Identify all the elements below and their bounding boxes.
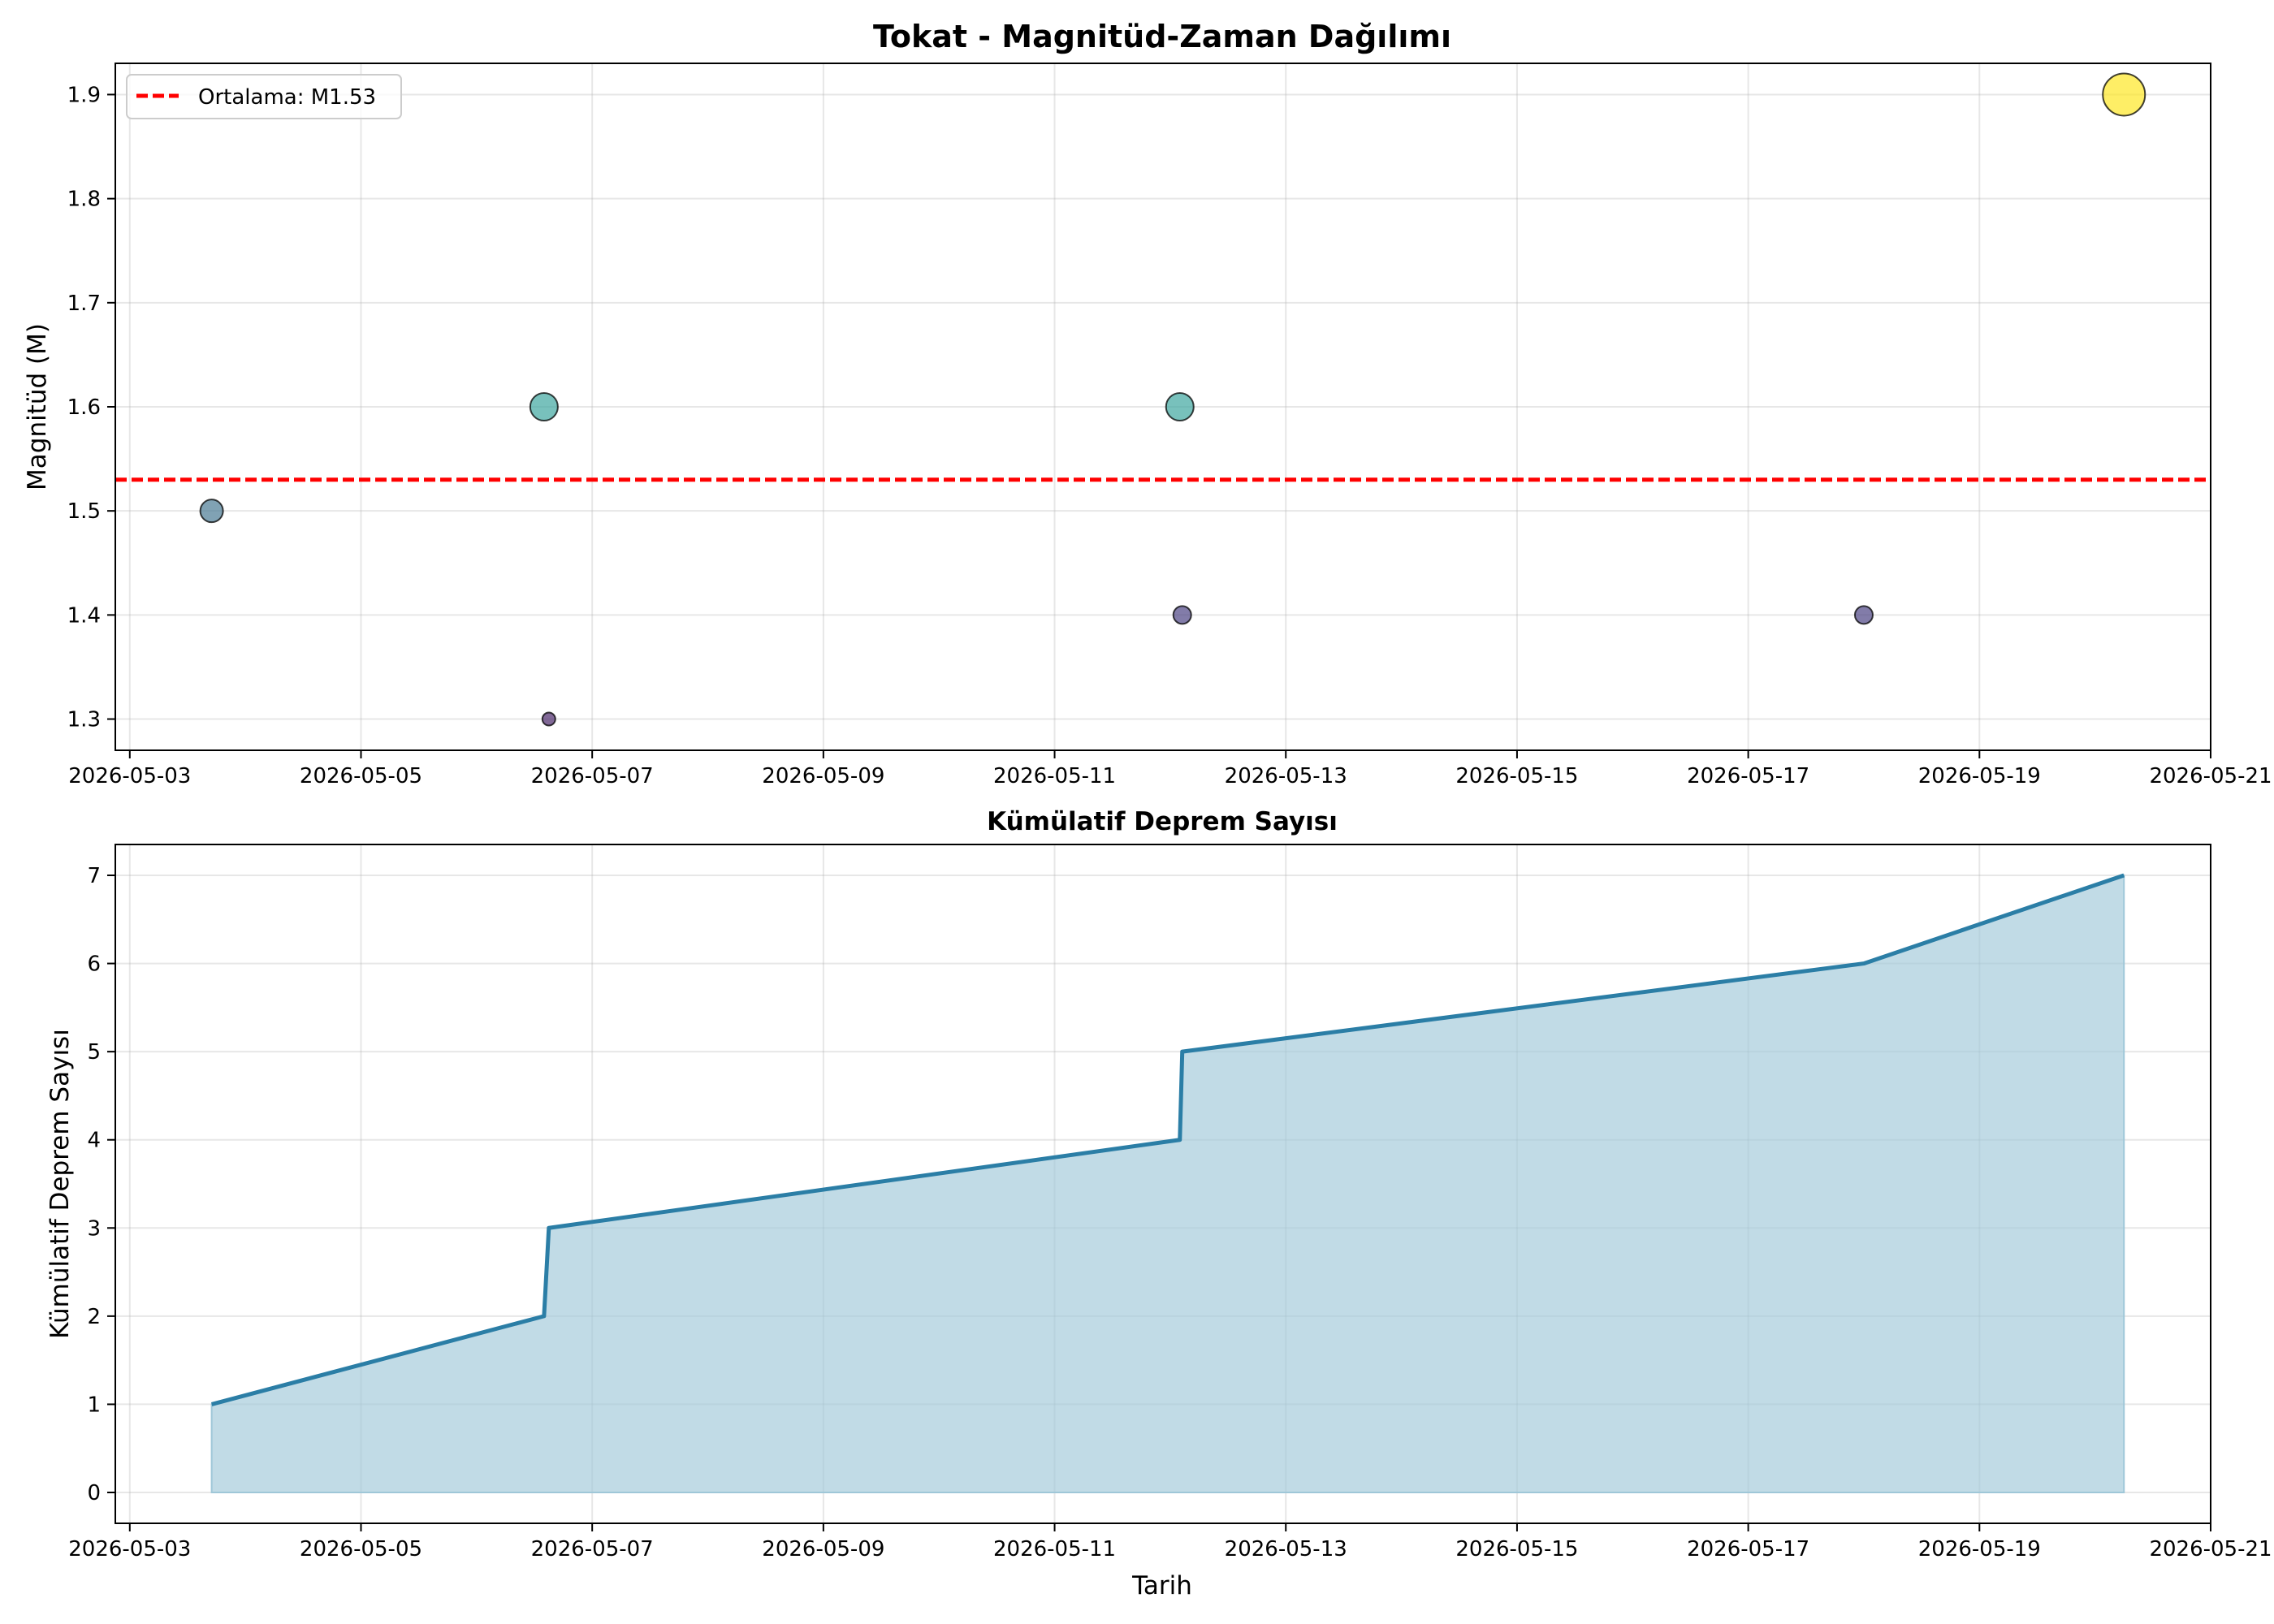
y-tick-label: 7	[87, 864, 101, 888]
scatter-point	[529, 392, 559, 421]
x-tick-label: 2026-05-15	[1455, 764, 1578, 788]
x-tick-label: 2026-05-19	[1918, 1537, 2041, 1561]
x-tick-label: 2026-05-05	[300, 1537, 422, 1561]
magnitude-time-panel: Tokat - Magnitüd-Zaman Dağılımı 2026-05-…	[23, 19, 2272, 788]
y-tick-label: 5	[87, 1040, 101, 1065]
x-tick-label: 2026-05-05	[300, 764, 422, 788]
scatter-points	[199, 72, 2146, 727]
y-tick-label: 1.6	[67, 395, 101, 420]
x-tick-label: 2026-05-17	[1687, 764, 1809, 788]
cumulative-area	[210, 873, 2125, 1493]
y-tick-label: 1.9	[67, 83, 101, 107]
cumulative-count-panel: Kümülatif Deprem Sayısı 2026-05-03 2026-0…	[45, 807, 2272, 1600]
x-tick-label: 2026-05-17	[1687, 1537, 1809, 1561]
y-tick-label: 1.4	[67, 603, 101, 628]
y-tick-label: 2	[87, 1305, 101, 1329]
chart-title: Tokat - Magnitüd-Zaman Dağılımı	[873, 19, 1451, 54]
scatter-point	[1172, 605, 1192, 625]
x-tick-label: 2026-05-15	[1455, 1537, 1578, 1561]
scatter-point	[1853, 605, 1874, 625]
x-tick-label: 2026-05-11	[993, 764, 1116, 788]
grid	[115, 63, 2211, 750]
y-tick-label: 1	[87, 1393, 101, 1417]
y-tick-label: 6	[87, 952, 101, 977]
x-tick-label: 2026-05-21	[2149, 1537, 2272, 1561]
scatter-point	[2102, 72, 2146, 117]
y-tick-label: 1.7	[67, 292, 101, 316]
y-tick-label: 1.8	[67, 188, 101, 212]
series-line	[210, 873, 2125, 1406]
x-tick-label: 2026-05-09	[762, 764, 884, 788]
x-tick-label: 2026-05-09	[762, 1537, 884, 1561]
x-tick-label: 2026-05-21	[2149, 764, 2272, 788]
y-tick-label: 1.5	[67, 499, 101, 524]
scatter-point	[199, 499, 224, 524]
x-tick-label: 2026-05-03	[68, 1537, 191, 1561]
legend-label: Ortalama: M1.53	[198, 85, 376, 110]
x-tick-label: 2026-05-03	[68, 764, 191, 788]
scatter-point	[541, 711, 556, 727]
y-tick-label: 3	[87, 1216, 101, 1241]
x-axis-label: Tarih	[1131, 1571, 1192, 1600]
y-axis-label: Kümülatif Deprem Sayısı	[45, 1029, 75, 1339]
chart-title: Kümülatif Deprem Sayısı	[987, 807, 1338, 836]
x-tick-label: 2026-05-07	[531, 764, 654, 788]
y-tick-label: 0	[87, 1481, 101, 1505]
x-tick-label: 2026-05-19	[1918, 764, 2041, 788]
scatter-point	[1165, 392, 1195, 421]
legend: Ortalama: M1.53	[126, 74, 402, 119]
x-tick-label: 2026-05-11	[993, 1537, 1116, 1561]
x-tick-label: 2026-05-13	[1225, 1537, 1347, 1561]
plot-frame	[115, 844, 2211, 1524]
axis-ticks: 2026-05-03 2026-05-05 2026-05-07 2026-05-09…	[68, 864, 2272, 1561]
x-tick-label: 2026-05-07	[531, 1537, 654, 1561]
x-tick-label: 2026-05-13	[1225, 764, 1347, 788]
y-axis-label: Magnitüd (M)	[23, 323, 52, 490]
axis-ticks: 2026-05-03 2026-05-05 2026-05-07 2026-05-09…	[67, 83, 2272, 788]
y-tick-label: 4	[87, 1129, 101, 1153]
legend-box	[126, 74, 402, 119]
y-tick-label: 1.3	[67, 708, 101, 732]
